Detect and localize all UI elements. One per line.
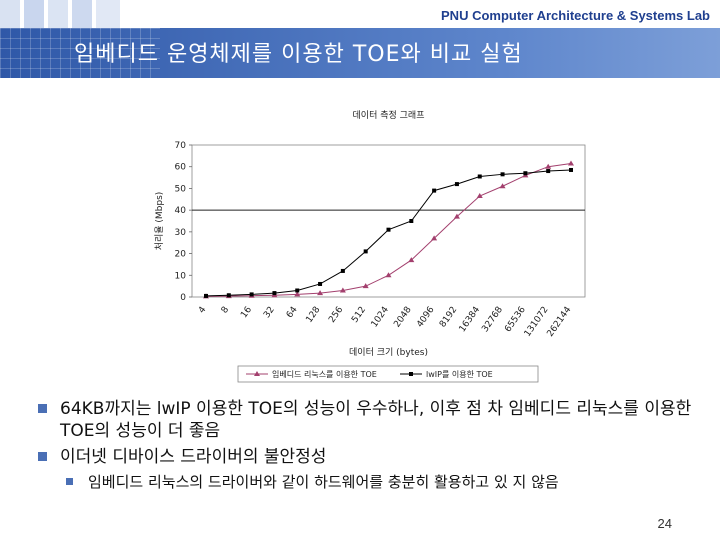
data-point (546, 169, 551, 174)
y-tick-label: 30 (175, 228, 187, 238)
data-point (226, 293, 231, 298)
plot-area (191, 144, 586, 298)
title-bar (0, 28, 720, 78)
data-point (340, 268, 345, 273)
bullet-2-sub-1-text: 임베디드 리눅스의 드라이버와 같이 하드웨어를 충분히 활용하고 있 지 않음 (88, 473, 559, 491)
x-tick-label: 128 (304, 305, 322, 325)
y-tick-label: 0 (180, 293, 186, 303)
data-point (432, 188, 437, 193)
x-tick-label: 256 (327, 305, 345, 325)
data-point (362, 283, 369, 289)
slide-title: 임베디드 운영체제를 이용한 TOE와 비교 실험 (74, 42, 523, 67)
x-tick-label: 8192 (438, 305, 459, 329)
x-tick-label: 16 (239, 305, 254, 320)
chart-title: 데이터 측정 그래프 (353, 110, 425, 121)
page-number: 24 (657, 516, 672, 531)
bullet-1-text: 64KB까지는 lwIP 이용한 TOE의 성능이 우수하나, 이후 점 차 임… (60, 399, 692, 441)
data-point (545, 163, 552, 169)
x-tick-label: 32768 (480, 305, 505, 334)
x-tick-label: 4 (197, 305, 209, 316)
data-point (477, 174, 482, 179)
x-tick-label: 16384 (458, 305, 483, 334)
data-point (454, 182, 459, 187)
data-point (386, 227, 391, 232)
data-point (339, 287, 346, 293)
data-point (431, 235, 438, 241)
legend-marker (254, 371, 260, 376)
data-point (408, 257, 415, 263)
bullet-marker (38, 452, 47, 461)
x-tick-label: 262144 (546, 305, 574, 339)
x-tick-label: 512 (350, 305, 368, 325)
y-tick-label: 70 (175, 141, 187, 151)
data-point (295, 288, 300, 293)
bullet-list: 64KB까지는 lwIP 이용한 TOE의 성능이 우수하나, 이후 점 차 임… (38, 398, 698, 492)
header-stripes (0, 0, 120, 28)
x-tick-label: 64 (285, 305, 300, 320)
data-point (453, 213, 460, 219)
x-tick-label: 4096 (415, 305, 436, 330)
y-tick-label: 40 (175, 206, 187, 216)
data-point (568, 160, 574, 166)
x-tick-label: 8 (220, 305, 232, 316)
data-point (272, 291, 277, 296)
legend-label: 임베디드 리눅스를 이용한 TOE (272, 369, 377, 379)
y-axis-label: 처리율 (Mbps) (153, 192, 165, 251)
data-point (318, 281, 323, 286)
legend-label: lwIP를 이용한 TOE (426, 369, 493, 379)
title-bar-grid (0, 28, 160, 78)
x-tick-label: 32 (262, 305, 277, 320)
data-point (363, 249, 368, 254)
bullet-2-text: 이더넷 디바이스 드라이버의 불안정성 (60, 447, 327, 467)
data-point (204, 293, 208, 298)
y-tick-label: 60 (175, 163, 187, 173)
data-point (499, 183, 506, 189)
legend-box (237, 365, 539, 383)
y-tick-label: 20 (175, 250, 187, 260)
data-point (317, 290, 324, 296)
legend-marker (409, 372, 413, 376)
data-point (523, 171, 528, 176)
x-tick-label: 2048 (392, 305, 413, 330)
data-point (569, 167, 573, 172)
data-point (476, 193, 483, 199)
sub-bullet-marker (66, 478, 73, 485)
data-point (385, 272, 392, 278)
data-point (249, 292, 254, 297)
bullet-marker (38, 404, 47, 413)
bullet-2-sub-1: 임베디드 리눅스의 드라이버와 같이 하드웨어를 충분히 활용하고 있 지 않음 (38, 472, 698, 492)
data-point (500, 172, 505, 177)
x-axis-label: 데이터 크기 (bytes) (349, 347, 428, 358)
bullet-2: 이더넷 디바이스 드라이버의 불안정성 (38, 446, 698, 468)
data-point (294, 291, 301, 297)
x-tick-label: 1024 (370, 305, 391, 330)
y-tick-label: 10 (175, 271, 187, 281)
y-tick-label: 50 (175, 184, 187, 194)
data-point (409, 219, 414, 223)
chart: 데이터 측정 그래프 0 10 20 30 40 50 60 70 처리율 (Mbps) 4 8 16 3… (150, 100, 595, 390)
bullet-1: 64KB까지는 lwIP 이용한 TOE의 성능이 우수하나, 이후 점 차 임… (38, 398, 698, 442)
lab-title: PNU Computer Architecture & Systems Lab (441, 8, 710, 23)
